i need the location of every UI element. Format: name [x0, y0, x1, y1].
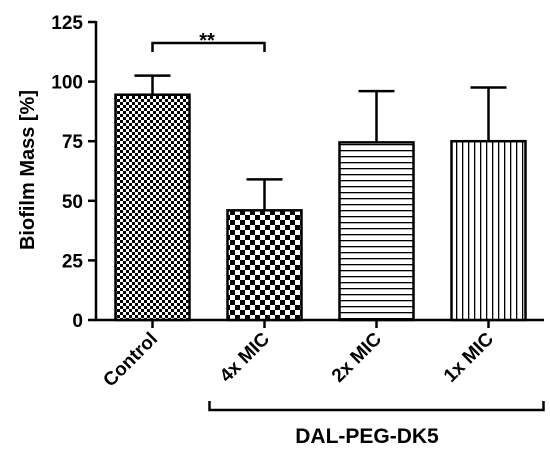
bar [450, 139, 527, 322]
significance-label: ** [199, 30, 215, 52]
y-tick-label: 25 [62, 251, 84, 272]
significance-bracket [151, 41, 266, 52]
group-bracket [208, 401, 545, 412]
y-tick-label: 125 [51, 13, 83, 34]
plot-area: 0 25 50 75 100 125 Control 4x MIC 2x MIC 1x MIC [51, 13, 545, 412]
y-tick-label: 50 [62, 192, 83, 213]
y-tick-label: 0 [72, 311, 83, 332]
bar [114, 93, 191, 322]
y-axis-title: Biofilm Mass [%] [17, 90, 39, 250]
bar [226, 209, 303, 322]
group-bracket-label: DAL-PEG-DK5 [295, 425, 439, 448]
y-tick-label: 75 [62, 132, 84, 153]
bar [338, 141, 415, 322]
x-tick-label: 2x MIC [328, 328, 386, 386]
x-tick-label: 1x MIC [440, 328, 498, 386]
x-tick-label: 4x MIC [216, 328, 274, 386]
x-tick-label: Control [99, 329, 162, 392]
y-tick-label: 100 [51, 73, 83, 94]
